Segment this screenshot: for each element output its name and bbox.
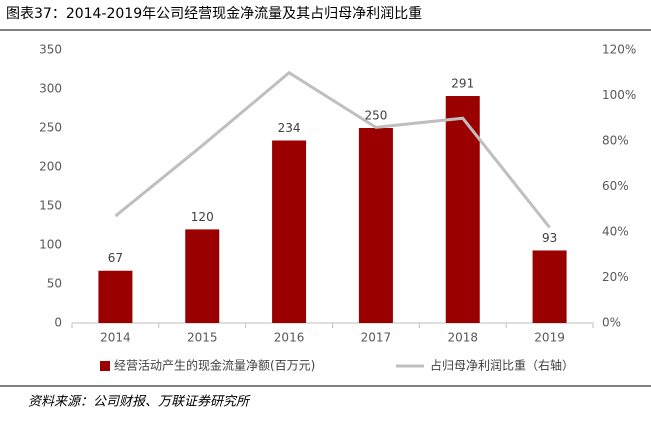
y-tick-label: 200 [39,160,62,174]
source: 资料来源：公司财报、万联证券研究所 [28,394,251,410]
bar [185,229,220,323]
bar [532,250,567,323]
x-tick-label: 2016 [274,331,305,345]
y2-tick-label: 100% [602,88,636,102]
data-label: 291 [451,77,474,91]
x-tick-label: 2015 [187,331,218,345]
x-tick-label: 2014 [100,331,131,345]
y2-tick-label: 40% [602,225,629,239]
y2-tick-label: 20% [602,270,629,284]
y-tick-label: 250 [39,121,62,135]
y-tick-label: 150 [39,199,62,213]
y-tick-label: 350 [39,43,62,57]
legend-label: 占归母净利润比重（右轴） [430,358,574,373]
y2-tick-label: 60% [602,179,629,193]
line [114,70,551,229]
y2-tick-label: 80% [602,134,629,148]
y2-tick-label: 120% [602,43,636,57]
data-label: 120 [191,210,214,224]
y-tick-label: 100 [39,238,62,252]
y-tick-label: 300 [39,82,62,96]
x-tick-label: 2017 [361,331,392,345]
x-tick-label: 2019 [534,331,565,345]
y-tick-label: 0 [54,316,62,330]
bar [272,140,307,323]
bar [358,128,393,323]
data-label: 250 [364,109,387,123]
data-label: 234 [278,121,301,135]
legend-swatch [100,361,110,371]
y2-tick-label: 0% [602,316,621,330]
chart-title: 图表37：2014-2019年公司经营现金净流量及其占归母净利润比重 [6,5,422,22]
y-tick-label: 50 [47,277,62,291]
data-label: 67 [108,251,123,265]
bar [445,96,480,324]
bar [98,270,133,323]
legend-label: 经营活动产生的现金流量净额(百万元) [114,358,315,373]
x-tick-label: 2018 [447,331,478,345]
data-label: 93 [542,231,557,245]
